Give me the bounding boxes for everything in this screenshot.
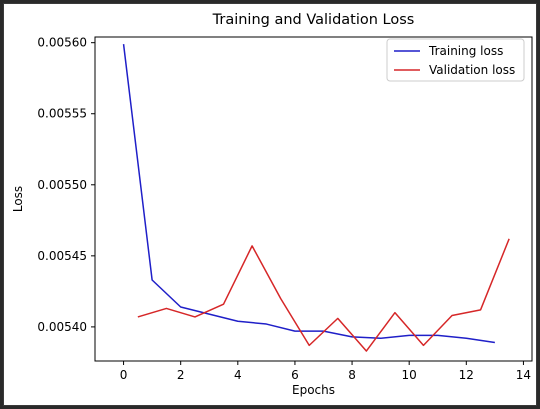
y-tick-label: 0.00550 [37,178,87,192]
y-axis-label: Loss [11,186,25,212]
y-tick-label: 0.00555 [37,107,87,121]
x-tick-label: 4 [234,368,242,382]
x-tick-label: 12 [459,368,474,382]
y-tick-label: 0.00560 [37,36,87,50]
x-tick-label: 14 [516,368,531,382]
x-tick-label: 2 [177,368,185,382]
x-tick-label: 0 [120,368,128,382]
plot-area [94,36,533,362]
chart-frame: 0 2 4 6 8 10 12 14 0.00540 0.00545 0.00550 0.00555 0… [3,3,537,406]
legend: Training loss Validation loss [386,38,525,82]
x-tick-label: 6 [291,368,299,382]
plot-border [94,36,533,362]
legend-box [386,38,525,82]
x-tick-label: 10 [402,368,417,382]
y-tick-label: 0.00540 [37,320,87,334]
axes-layer: 0 2 4 6 8 10 12 14 0.00540 0.00545 0.00550 0.00555 0… [37,36,531,382]
legend-label-training-loss: Training loss [428,44,503,58]
series-layer [122,44,510,352]
loss-chart: 0 2 4 6 8 10 12 14 0.00540 0.00545 0.00550 0.00555 0… [11,12,533,397]
chart-title: Training and Validation Loss [212,12,415,28]
y-tick-label: 0.00545 [37,249,87,263]
legend-label-validation-loss: Validation loss [429,63,515,77]
series-line-validation-loss [137,238,510,352]
x-axis-label: Epochs [292,383,335,397]
x-tick-label: 8 [348,368,356,382]
